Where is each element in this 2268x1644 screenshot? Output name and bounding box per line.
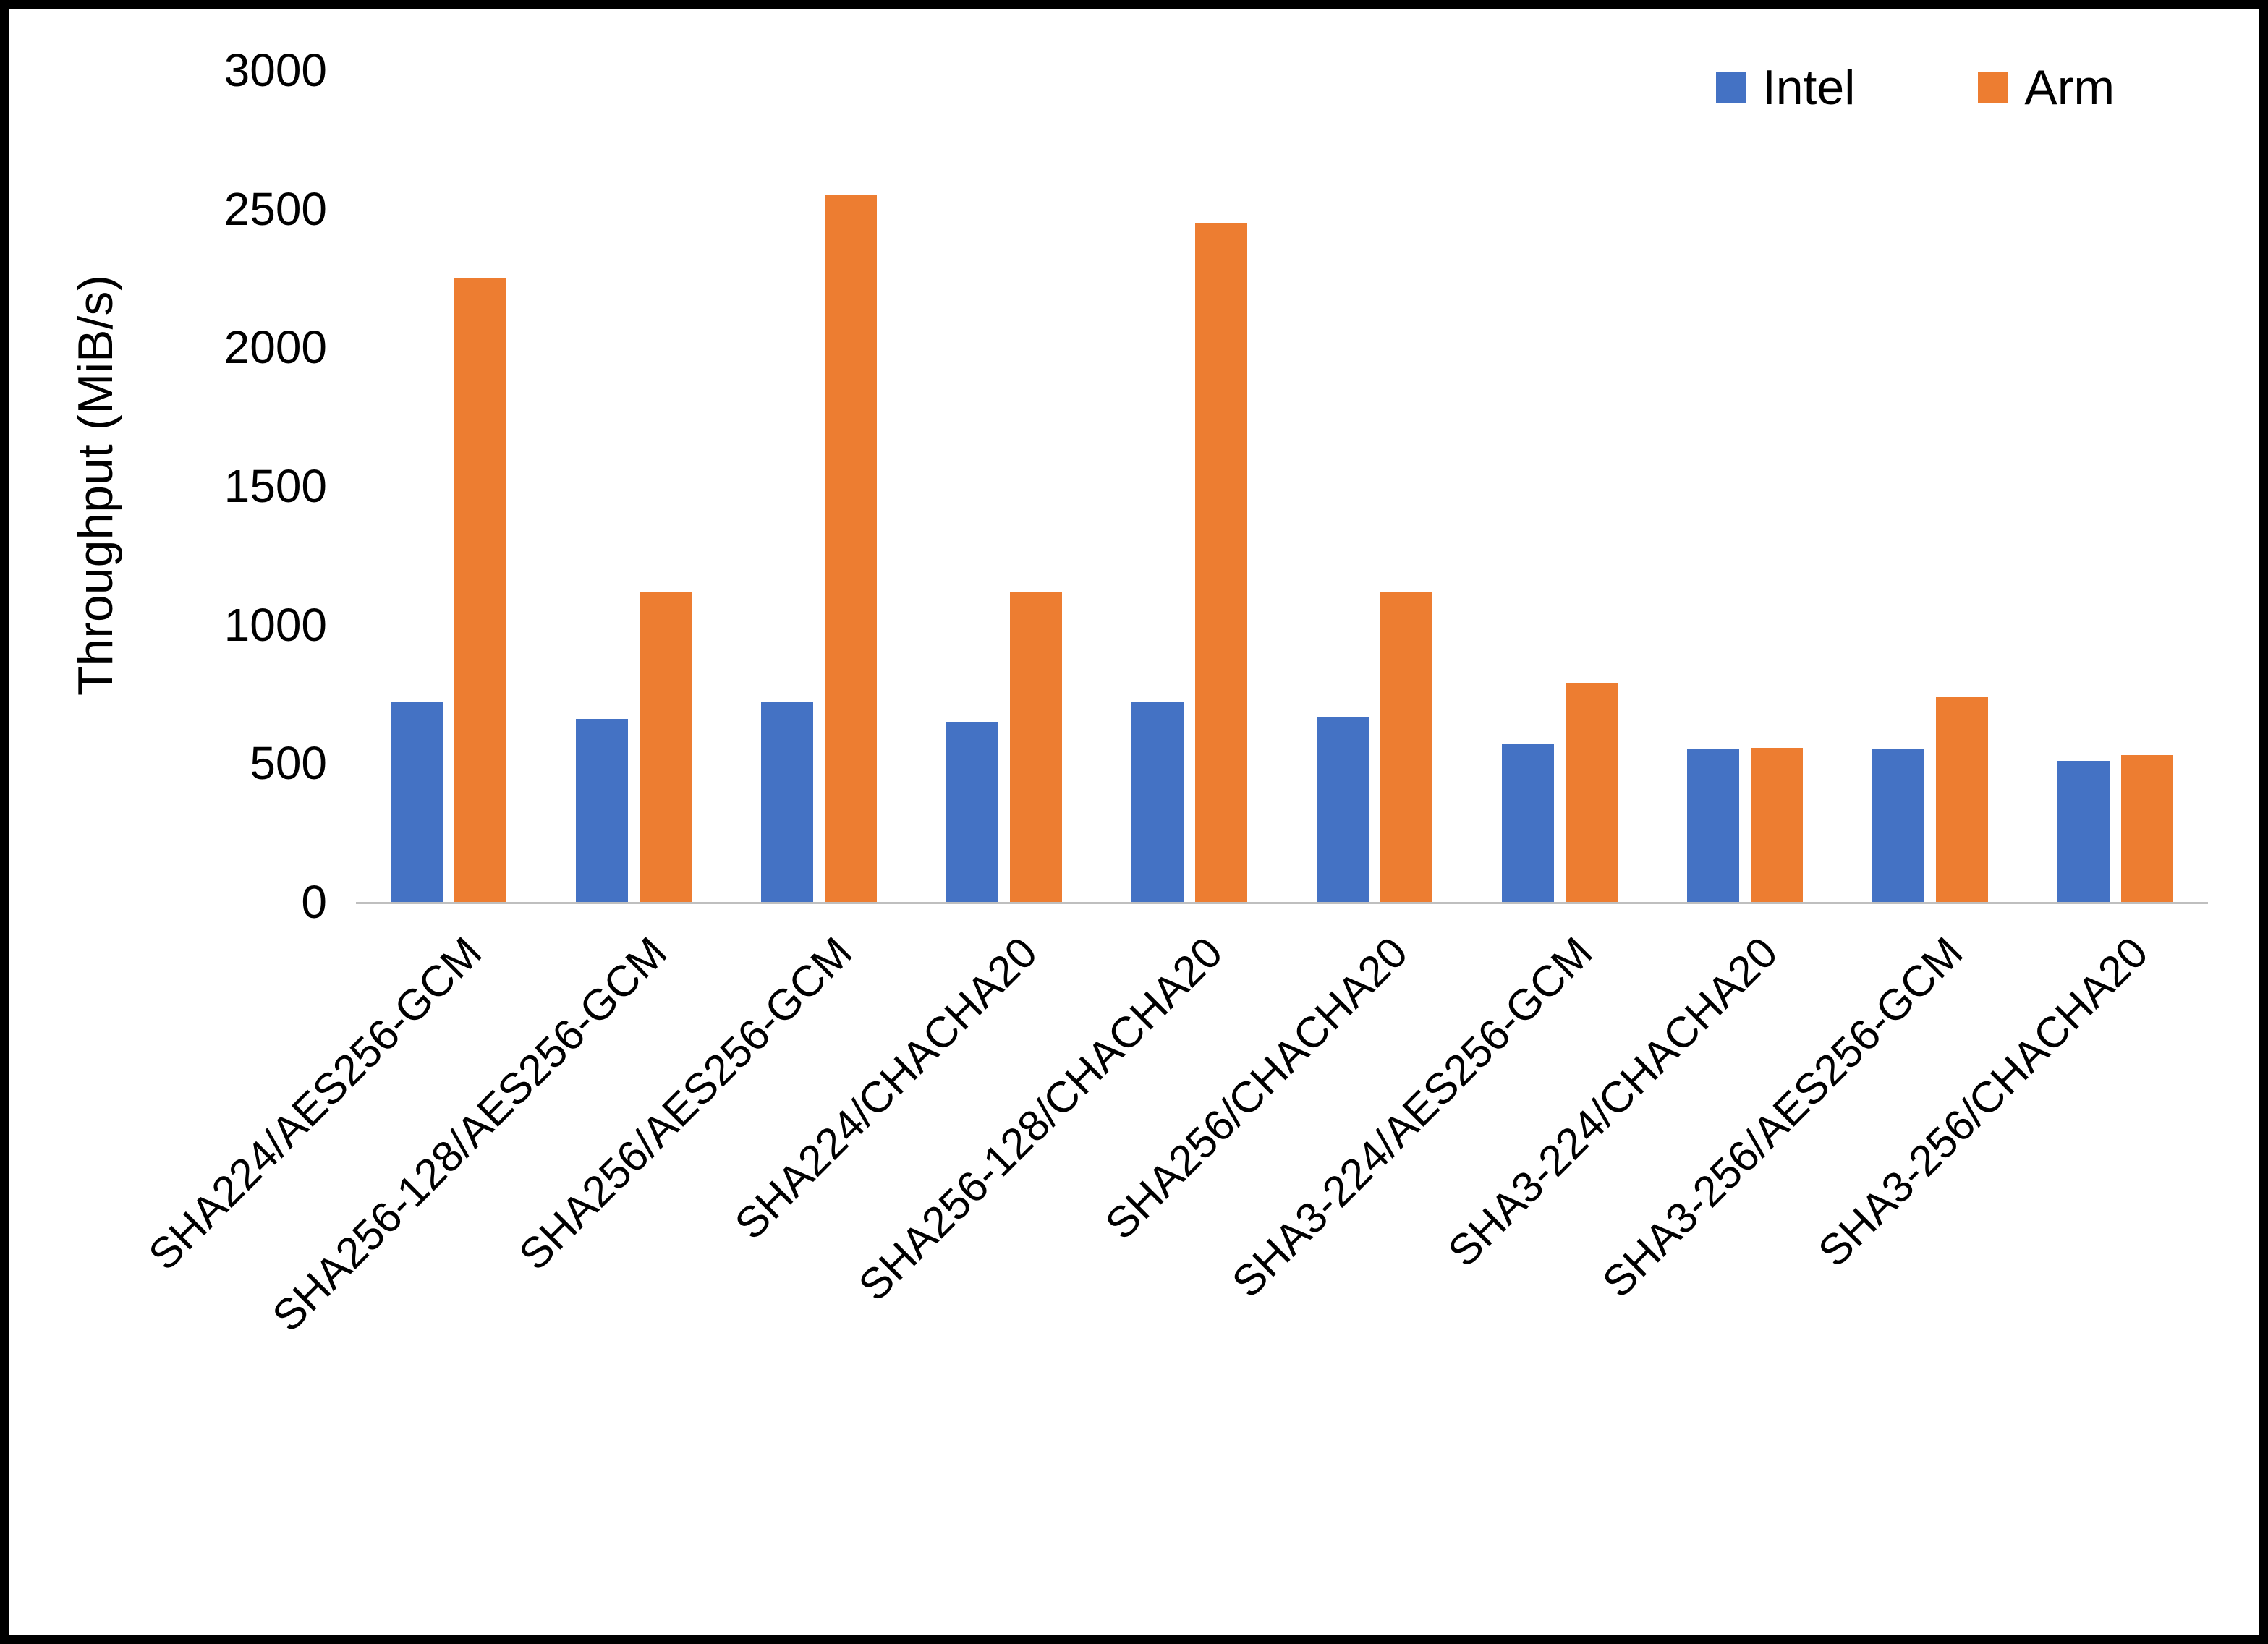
y-tick-label: 2500 [224,182,327,235]
x-category-label: SHA3-256/CHACHA20 [1809,927,2158,1276]
y-tick-label: 500 [250,737,327,790]
bar-arm [1751,748,1803,902]
bar-intel [1502,744,1554,902]
y-tick-label: 3000 [224,44,327,96]
legend-entry-arm: Arm [1978,59,2115,116]
bar-arm [2121,754,2173,902]
x-category-label: SHA256-128/CHACHA20 [849,927,1232,1311]
bar-intel [576,719,628,902]
x-category-label: SHA3-256/AES256-GCM [1593,927,1973,1307]
bar-arm [1936,697,1988,902]
y-tick-label: 0 [301,876,327,928]
bar-intel [2057,760,2110,902]
legend-label: Arm [2024,60,2115,115]
x-category-label: SHA256/CHACHA20 [1095,927,1417,1249]
y-axis-title: Throughput (MiB/s) [68,275,123,696]
y-tick-label: 1500 [224,460,327,512]
legend: Intel Arm [1715,59,2115,116]
x-category-label: SHA224/CHACHA20 [725,927,1047,1249]
legend-swatch-icon [1715,72,1746,103]
plot-area: 0 500 1000 1500 2000 2500 3000 SHA224/AES256-GC… [139,44,2208,1341]
x-category-label: SHA3-224/AES256-GCM [1223,927,1602,1307]
bar-intel [391,702,443,902]
x-category-label: SHA256-128/AES256-GCM [263,927,676,1341]
y-tick-label: 1000 [224,598,327,651]
bar-arm [1010,591,1062,902]
x-category-label: SHA256/AES256-GCM [509,927,862,1279]
bar-arm [825,195,877,902]
bar-intel [761,702,813,902]
bar-arm [1380,591,1432,902]
bar-intel [1131,702,1184,902]
bar-arm [640,591,692,902]
bar-arm [454,278,506,902]
y-tick-label: 2000 [224,321,327,374]
bar-intel [1687,749,1739,902]
bar-intel [1317,717,1369,902]
legend-entry-intel: Intel [1715,59,1856,116]
x-category-label: SHA3-224/CHACHA20 [1438,927,1788,1276]
legend-swatch-icon [1978,72,2009,103]
legend-label: Intel [1762,60,1856,115]
bar-intel [1872,749,1924,902]
bar-arm [1566,683,1618,902]
bar-intel [946,721,998,902]
x-category-label: SHA224/AES256-GCM [139,927,491,1279]
bar-arm [1195,222,1247,902]
